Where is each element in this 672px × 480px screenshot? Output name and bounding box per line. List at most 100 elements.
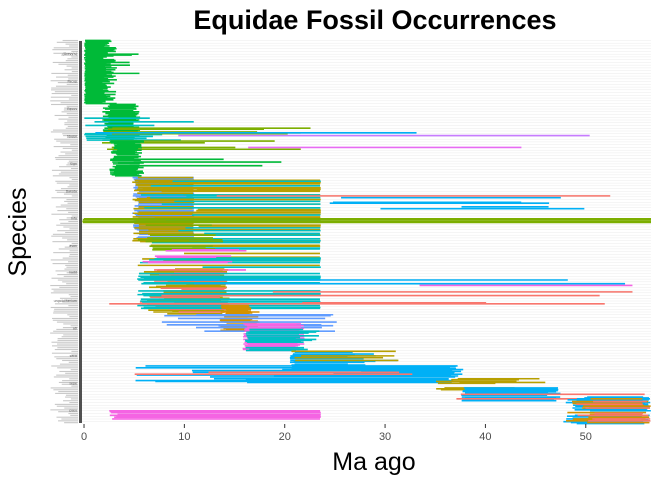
species-tick-label xyxy=(52,61,78,63)
species-tick-label xyxy=(61,336,78,338)
chart-title: Equidae Fossil Occurrences xyxy=(193,5,556,35)
species-tick-label: seca xyxy=(70,354,77,358)
x-tick-label: 20 xyxy=(279,431,291,443)
species-tick-label xyxy=(57,274,78,276)
species-tick-label xyxy=(71,350,78,352)
species-tick-label xyxy=(68,116,78,118)
species-tick-label xyxy=(56,416,78,418)
species-tick-label xyxy=(65,43,78,45)
species-tick-label xyxy=(61,418,78,420)
species-tick-label xyxy=(55,158,78,160)
species-tick-label xyxy=(69,378,78,380)
species-tick-label xyxy=(51,92,78,95)
species-tick-label xyxy=(63,109,78,111)
species-tick-label: Dakota xyxy=(66,189,77,193)
species-tick-label xyxy=(68,305,78,307)
species-tick-label xyxy=(61,383,78,385)
species-tick-label xyxy=(51,352,78,354)
species-tick-label xyxy=(56,374,78,376)
range-segments xyxy=(82,39,651,425)
species-tick-label xyxy=(62,301,78,303)
species-tick-label xyxy=(56,224,78,226)
species-tick-label xyxy=(58,381,78,383)
species-tick-labels: (Grevy's) Pacup Equus Strobil Sign Dakota Info… xyxy=(50,39,82,424)
species-tick-label xyxy=(54,403,78,405)
species-tick-label xyxy=(52,319,78,321)
species-tick-label xyxy=(65,231,78,234)
species-tick-label xyxy=(57,279,78,281)
species-tick-label xyxy=(69,253,78,255)
species-tick-label xyxy=(71,195,78,197)
species-tick-label xyxy=(57,210,78,212)
species-tick-label xyxy=(71,215,78,217)
species-tick-label xyxy=(68,136,78,138)
species-tick-label: ungolotherium xyxy=(54,299,77,303)
species-tick-label: Strobil xyxy=(67,134,77,138)
species-tick-label xyxy=(52,317,78,319)
species-tick-label xyxy=(62,359,78,362)
species-tick-label xyxy=(60,142,78,144)
species-tick-label: asan xyxy=(69,244,77,248)
species-tick-label xyxy=(67,74,78,76)
species-tick-label xyxy=(51,72,78,74)
species-tick-label xyxy=(54,356,78,358)
species-tick-label xyxy=(51,213,78,215)
species-tick-label xyxy=(50,332,78,334)
species-tick-label xyxy=(54,308,78,310)
species-tick-label xyxy=(71,178,78,181)
species-tick-label xyxy=(55,189,78,191)
species-tick-label xyxy=(68,98,78,100)
species-tick-label xyxy=(53,376,78,378)
species-tick-label: sepe xyxy=(69,381,77,385)
species-tick-label xyxy=(71,385,78,387)
species-tick-label xyxy=(50,284,78,287)
species-tick-label xyxy=(64,200,78,202)
species-tick-label xyxy=(62,281,78,283)
species-tick-label xyxy=(63,135,78,137)
species-tick-label xyxy=(60,222,78,224)
species-tick-label xyxy=(56,328,78,330)
species-tick-label xyxy=(64,124,78,126)
species-tick-label xyxy=(60,171,78,173)
species-tick-label xyxy=(66,283,78,285)
species-tick-label xyxy=(69,228,78,230)
species-tick-label xyxy=(71,242,78,245)
species-tick-label xyxy=(58,411,78,413)
species-tick-label xyxy=(68,255,78,257)
species-tick-label xyxy=(51,288,78,290)
species-tick-label xyxy=(58,391,78,393)
species-tick-label xyxy=(51,277,78,279)
species-tick-label xyxy=(50,306,78,309)
species-tick-label xyxy=(53,330,78,332)
species-tick-label xyxy=(54,156,78,159)
species-tick-label xyxy=(64,69,78,71)
species-tick-label xyxy=(52,175,78,177)
species-tick-label xyxy=(58,420,78,422)
species-tick-label xyxy=(57,338,78,340)
species-tick-label xyxy=(63,400,78,402)
species-tick-label xyxy=(71,71,78,73)
species-tick-label xyxy=(66,83,78,85)
x-tick-label: 50 xyxy=(580,431,592,443)
species-tick-label xyxy=(68,78,78,80)
species-tick-label xyxy=(66,208,78,210)
species-tick-label xyxy=(71,67,78,69)
species-tick-label xyxy=(56,76,78,78)
x-axis-title: Ma ago xyxy=(332,448,415,476)
species-tick-label xyxy=(54,138,78,140)
species-tick-label xyxy=(61,54,78,56)
species-tick-label xyxy=(66,164,78,166)
species-tick-label: pseu xyxy=(69,409,77,413)
species-tick-label xyxy=(71,398,78,400)
species-tick-label xyxy=(64,407,78,409)
species-tick-label xyxy=(56,41,78,43)
x-tick-label: 0 xyxy=(81,431,87,443)
species-tick-label xyxy=(57,82,78,84)
species-tick-label xyxy=(64,107,78,109)
species-tick-label xyxy=(71,56,78,58)
species-tick-label xyxy=(53,146,78,148)
species-tick-label xyxy=(62,327,78,329)
species-tick-label xyxy=(52,49,78,51)
species-tick-label xyxy=(51,365,78,367)
species-tick-label xyxy=(57,343,78,345)
